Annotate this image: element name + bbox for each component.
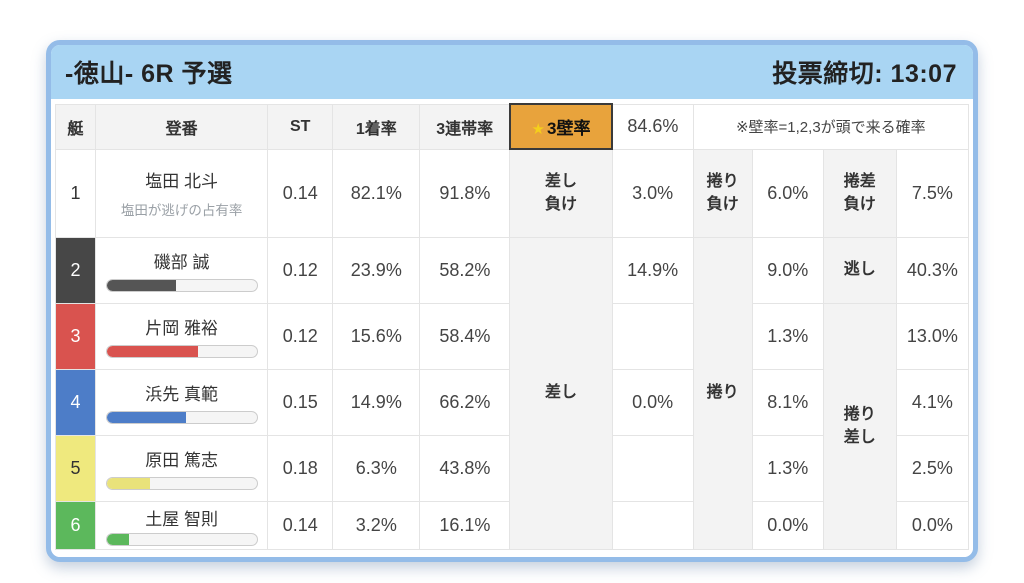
top3-rate-value: 66.2%: [419, 368, 511, 436]
racer-cell: 土屋 智則: [95, 500, 269, 550]
makuri-value: 0.0%: [751, 500, 824, 550]
wall-rate-button[interactable]: ★ 3壁率: [508, 103, 614, 150]
col-header-st: ST: [267, 103, 334, 150]
table-row: 5 原田 篤志 0.18 6.3% 43.8% 1.3% 2.5%: [54, 434, 970, 502]
racer-cell: 片岡 雅裕: [95, 302, 269, 370]
racer-subtitle: 塩田が逃げの占有率: [120, 203, 243, 218]
wall-rate-label: 3壁率: [547, 119, 591, 138]
sashi-group-label: 差し: [509, 236, 613, 550]
top3-rate-value: 58.4%: [419, 302, 511, 370]
makuri-make-label: 捲り 負け: [692, 148, 753, 238]
racer-name: 原田 篤志: [145, 451, 218, 470]
wall-rate-note: ※壁率=1,2,3が頭で来る確率: [692, 103, 970, 150]
stat-bar: [105, 279, 258, 292]
top3-rate-value: 91.8%: [419, 148, 511, 238]
racer-name: 塩田 北斗: [145, 172, 218, 191]
sashi-make-label: 差し 負け: [509, 148, 613, 238]
racer-name: 磯部 誠: [153, 253, 210, 272]
racer-cell: 塩田 北斗 塩田が逃げの占有率: [95, 148, 269, 238]
st-value: 0.15: [267, 368, 334, 436]
sashi-value: 14.9%: [611, 236, 694, 304]
win-rate-value: 14.9%: [332, 368, 421, 436]
makuri-value: 1.3%: [751, 302, 824, 370]
makuri-sashi-group-label: 捲り 差し: [822, 302, 897, 550]
win-rate-value: 82.1%: [332, 148, 421, 238]
win-rate-value: 3.2%: [332, 500, 421, 550]
win-rate-value: 23.9%: [332, 236, 421, 304]
makuzashi-value: 40.3%: [895, 236, 970, 304]
sashi-value: [611, 302, 694, 370]
race-title: -徳山- 6R 予選: [65, 60, 233, 88]
racer-name: 浜先 真範: [145, 385, 218, 404]
st-value: 0.18: [267, 434, 334, 502]
sashi-value: 3.0%: [611, 148, 694, 238]
racer-cell: 浜先 真範: [95, 368, 269, 436]
sashi-value: 0.0%: [611, 368, 694, 436]
boat-number: 3: [54, 302, 97, 370]
st-value: 0.12: [267, 236, 334, 304]
card-header: -徳山- 6R 予選 投票締切: 13:07: [51, 45, 973, 99]
col-header-win-rate: 1着率: [332, 103, 421, 150]
sashi-value: [611, 434, 694, 502]
stat-bar: [105, 532, 258, 546]
wall-rate-value: 84.6%: [611, 103, 694, 150]
table-row: 3 片岡 雅裕 0.12 15.6% 58.4% 1.3% 捲り 差し 13.0%: [54, 302, 970, 550]
voting-deadline: 投票締切: 13:07: [772, 60, 957, 88]
stat-bar-fill: [106, 280, 176, 291]
stat-bar: [105, 411, 258, 424]
makuri-value: 6.0%: [751, 148, 824, 238]
race-info-card: -徳山- 6R 予選 投票締切: 13:07 艇 登番 ST 1着率 3連帯率 …: [46, 40, 978, 562]
stat-bar-fill: [106, 533, 130, 545]
stat-bar: [105, 477, 258, 490]
top3-rate-value: 43.8%: [419, 434, 511, 502]
makuri-value: 9.0%: [751, 236, 824, 304]
table-header-row: 艇 登番 ST 1着率 3連帯率 ★ 3壁率 84.6% ※壁率=1,2,3が頭で…: [54, 103, 970, 150]
table-row: 2 磯部 誠 0.12 23.9% 58.2% 差し 14.9% 捲り 9.0%…: [54, 236, 970, 550]
racer-name: 片岡 雅裕: [145, 319, 218, 338]
col-header-boat: 艇: [54, 103, 97, 150]
stats-table-wrap: 艇 登番 ST 1着率 3連帯率 ★ 3壁率 84.6% ※壁率=1,2,3が頭で…: [51, 99, 973, 557]
racer-cell: 原田 篤志: [95, 434, 269, 502]
stat-bar-fill: [106, 412, 187, 423]
racer-name: 土屋 智則: [145, 509, 218, 529]
table-row: 6 土屋 智則 0.14 3.2% 16.1% 0.0% 0.0%: [54, 500, 970, 550]
makuzashi-value: 0.0%: [895, 500, 970, 550]
racer-cell: 磯部 誠: [95, 236, 269, 304]
col-header-racer: 登番: [95, 103, 269, 150]
boat-number: 6: [54, 500, 97, 550]
makuzashi-value: 4.1%: [895, 368, 970, 436]
stat-bar-fill: [106, 478, 151, 489]
sashi-value: [611, 500, 694, 550]
table-row: 1 塩田 北斗 塩田が逃げの占有率 0.14 82.1% 91.8% 差し 負け …: [54, 148, 970, 238]
makuzashi-value: 2.5%: [895, 434, 970, 502]
makuzashi-value: 7.5%: [895, 148, 970, 238]
makuzashi-make-label: 捲差 負け: [822, 148, 897, 238]
top3-rate-value: 16.1%: [419, 500, 511, 550]
boat-number: 4: [54, 368, 97, 436]
boat-number: 5: [54, 434, 97, 502]
stat-bar-fill: [106, 346, 199, 357]
top3-rate-value: 58.2%: [419, 236, 511, 304]
stat-bar: [105, 345, 258, 358]
makuri-value: 8.1%: [751, 368, 824, 436]
st-value: 0.14: [267, 500, 334, 550]
stats-table: 艇 登番 ST 1着率 3連帯率 ★ 3壁率 84.6% ※壁率=1,2,3が頭で…: [54, 103, 970, 550]
makuzashi-value: 13.0%: [895, 302, 970, 370]
boat-number: 1: [54, 148, 97, 238]
table-row: 4 浜先 真範 0.15 14.9% 66.2% 0.0% 8.1% 4.1%: [54, 368, 970, 436]
nigashi-label: 逃し: [822, 236, 897, 304]
col-header-top3-rate: 3連帯率: [419, 103, 511, 150]
win-rate-value: 6.3%: [332, 434, 421, 502]
win-rate-value: 15.6%: [332, 302, 421, 370]
makuri-value: 1.3%: [751, 434, 824, 502]
makuri-group-label: 捲り: [692, 236, 753, 550]
star-icon: ★: [531, 121, 545, 138]
st-value: 0.12: [267, 302, 334, 370]
boat-number: 2: [54, 236, 97, 304]
st-value: 0.14: [267, 148, 334, 238]
